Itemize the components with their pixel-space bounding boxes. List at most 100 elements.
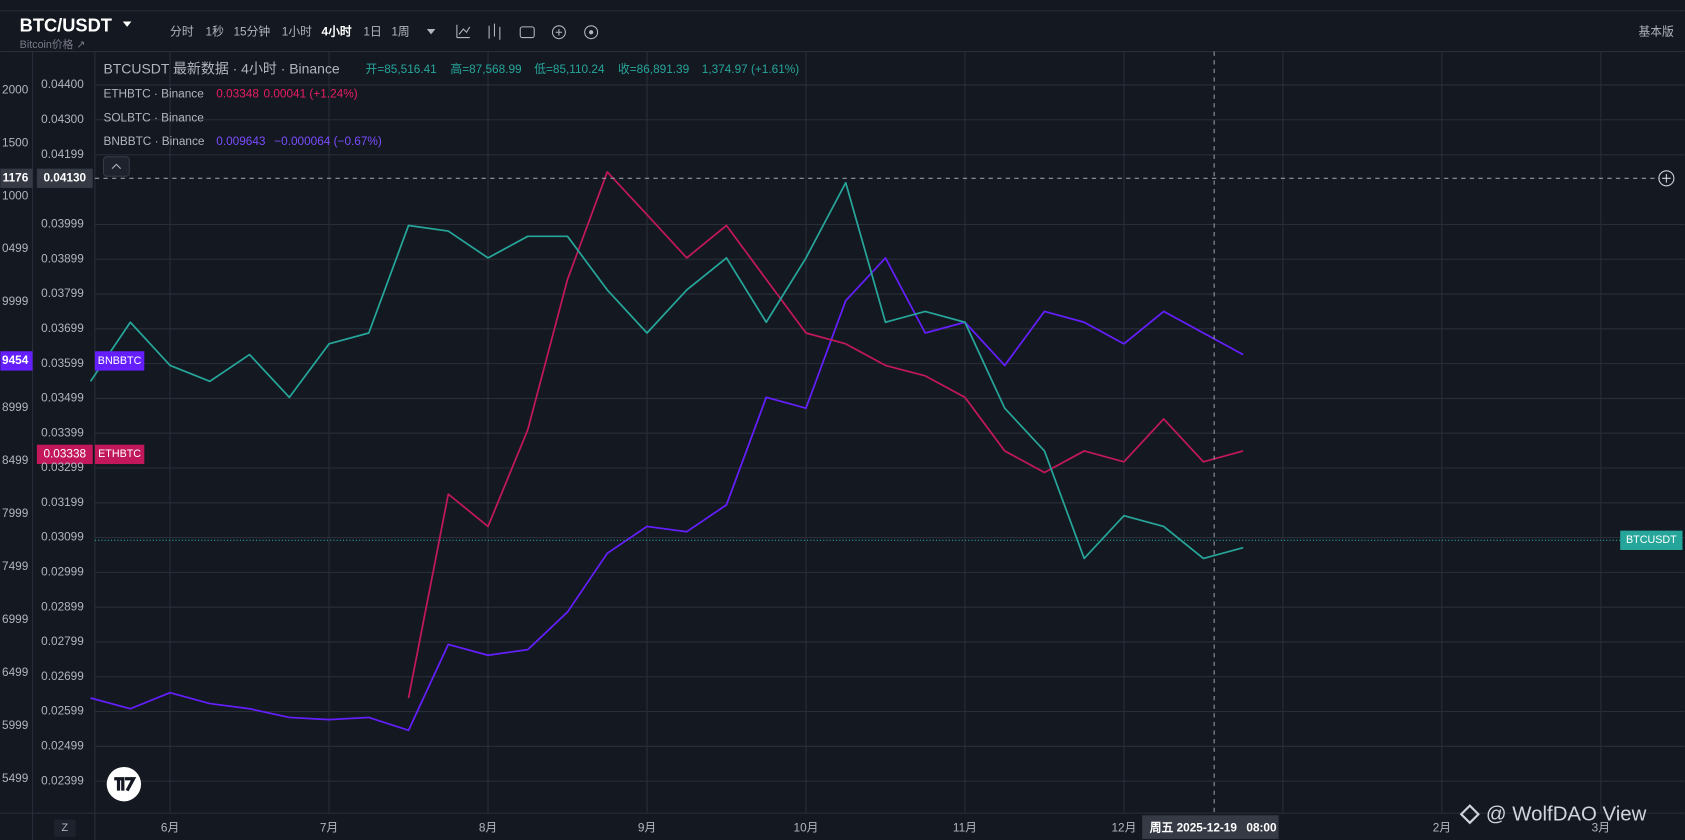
tv-logo-mark [114, 777, 137, 792]
left-scale-label: 8999 [2, 400, 28, 414]
legend-change: 1,374.97 (+1.61%) [702, 62, 799, 76]
add-alert[interactable] [1658, 170, 1675, 187]
left-scale-label: 1000 [2, 188, 29, 202]
y-tick-label: 0.03399 [41, 425, 84, 439]
bnb-left-bg [0, 351, 33, 371]
zoom-button[interactable] [54, 819, 76, 837]
series-badge-bg [94, 444, 145, 465]
left-scale-label: 6499 [2, 665, 28, 679]
left-scale-label: 5999 [2, 718, 28, 732]
add-icon[interactable] [551, 25, 566, 40]
eth-price: 0.03338 [43, 446, 86, 460]
add-icon-plus [555, 29, 563, 36]
collapse-legend[interactable] [102, 156, 130, 177]
bnb-left-price: 9454 [2, 353, 29, 367]
crosshair-left-bg [0, 168, 33, 188]
plot [89, 171, 1244, 732]
eth-price-bg [36, 444, 93, 465]
snapshot-icon[interactable] [519, 26, 535, 39]
crosshair-price-bg [36, 168, 93, 188]
watermark-icon [1459, 804, 1480, 825]
x-tick-label: 10月 [794, 820, 819, 834]
timeframe[interactable]: 1日 [363, 24, 381, 38]
y-tick-label: 0.03299 [41, 460, 84, 474]
symbol[interactable]: BTC/USDT [20, 15, 112, 36]
add-alert-plus [1662, 174, 1671, 183]
timeframe[interactable]: 15分钟 [233, 24, 270, 38]
y-tick-label: 0.03499 [41, 391, 84, 405]
price-badges: 0.04130 1176 周五 2025-12-19 08:00 BNBBTC E… [0, 168, 1683, 839]
legend-low: 低=85,110.24 [534, 62, 605, 76]
x-tick-label: 3月 [1592, 820, 1610, 834]
crosshair-date-bg [1142, 815, 1279, 839]
left-scale-label: 1500 [2, 135, 29, 149]
y-tick-label: 0.02999 [41, 565, 84, 579]
crosshair-date: 周五 2025-12-19 [1150, 820, 1238, 834]
y-tick-label: 0.04300 [41, 112, 84, 126]
x-tick-label: 11月 [953, 820, 977, 834]
legend-sol: SOLBTC · Binance [103, 110, 204, 124]
y-tick-label: 0.03699 [41, 321, 84, 335]
more-timeframes[interactable] [426, 29, 436, 35]
timeframe[interactable]: 1周 [391, 24, 409, 38]
left-scale-label: 7499 [2, 559, 28, 573]
y-tick-label: 0.03999 [41, 217, 84, 231]
legend-bnb-change: −0.000064 (−0.67%) [274, 134, 382, 148]
series-badge-bg [94, 351, 145, 371]
series-line [407, 171, 1244, 699]
symbol-dropdown[interactable] [122, 21, 132, 27]
y-tick-label: 0.02799 [41, 634, 84, 648]
y-tick-label: 0.02899 [41, 599, 84, 613]
left-scale-label: 0499 [2, 241, 28, 255]
x-tick-label: 8月 [479, 820, 497, 834]
mode[interactable]: 基本版 [1638, 24, 1674, 38]
x-tick-label: 9月 [638, 820, 656, 834]
left-scale-label: 7999 [2, 506, 28, 520]
legend-open: 开=85,516.41 [366, 62, 437, 76]
legend-eth: ETHBTC · Binance [103, 87, 204, 101]
legend-close: 收=86,891.39 [618, 62, 689, 76]
x-tick-label: 7月 [320, 820, 338, 834]
y-tick-label: 0.04400 [41, 77, 84, 91]
series-badge: ETHBTC [98, 448, 141, 460]
timeframe-active[interactable]: 4小时 [322, 24, 352, 38]
watermark: @ WolfDAO View [1486, 804, 1647, 826]
x-tick-label: 6月 [161, 820, 179, 834]
series-badge: BNBBTC [98, 355, 142, 367]
subtitle[interactable]: Bitcoin价格 ↗ [20, 38, 86, 51]
series-line [90, 257, 1244, 732]
crosshair-price: 0.04130 [43, 170, 86, 184]
y-tick-label: 0.04199 [41, 147, 84, 161]
y-tick-label: 0.03899 [41, 251, 84, 265]
legend-bnb-last: 0.009643 [216, 134, 266, 148]
x-tick-label: 2月 [1433, 820, 1451, 834]
grid [94, 51, 1685, 814]
legend-high: 高=87,568.99 [450, 62, 521, 76]
left-scale-label: 9999 [2, 294, 28, 308]
y-tick-label: 0.02499 [41, 738, 84, 752]
crosshair-left: 1176 [3, 170, 29, 184]
left-scale-label: 5499 [2, 771, 28, 785]
collapse-icon [111, 163, 122, 170]
y-tick-label: 0.03599 [41, 356, 84, 370]
x-tick-label: 12月 [1111, 820, 1136, 834]
series-badge-bg [1620, 530, 1683, 550]
series-line [89, 181, 1244, 560]
settings-icon[interactable] [584, 25, 599, 40]
timeframe[interactable]: 分时 [170, 24, 194, 38]
timeframe[interactable]: 1秒 [206, 24, 225, 38]
zoom-label[interactable]: Z [62, 822, 69, 834]
chart-type-icon[interactable] [456, 24, 471, 39]
crosshair-time: 08:00 [1246, 820, 1277, 834]
legend-main: BTCUSDT 最新数据 · 4小时 · Binance [103, 61, 339, 77]
y-tick-label: 0.03199 [41, 495, 84, 509]
left-scale-label: 8499 [2, 453, 28, 467]
legend-eth-last: 0.03348 [216, 87, 259, 101]
y-tick-label: 0.03799 [41, 286, 84, 300]
timeframe[interactable]: 1小时 [282, 24, 312, 38]
series-badge: BTCUSDT [1626, 534, 1677, 546]
indicators-icon[interactable] [488, 23, 501, 40]
